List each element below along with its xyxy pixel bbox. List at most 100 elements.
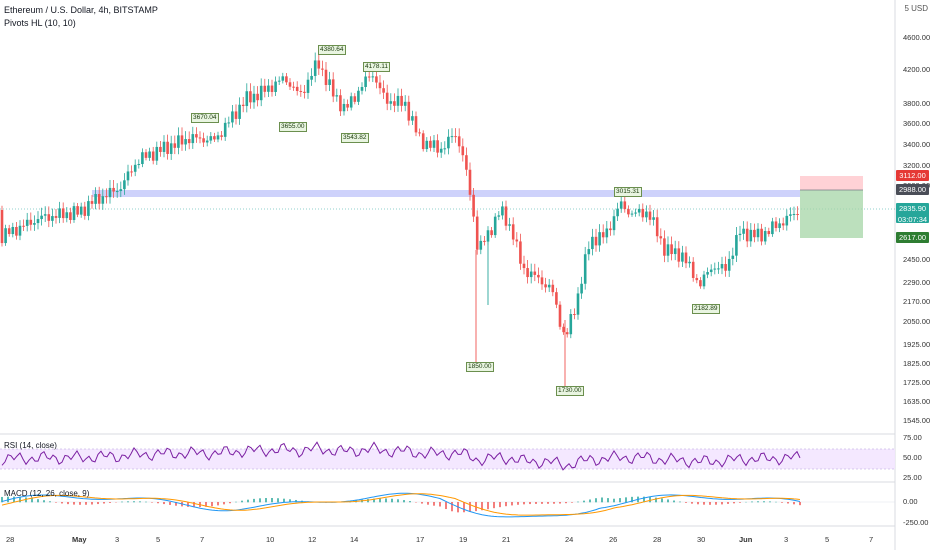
time-tick: 19 (459, 535, 468, 544)
candle-body (483, 240, 486, 242)
candle-body (781, 223, 785, 226)
candle-body (112, 187, 115, 192)
candle-body (479, 240, 483, 250)
candle-body (367, 76, 371, 78)
candle-body (65, 212, 69, 219)
candle-body (515, 239, 519, 242)
candle-body (33, 223, 36, 225)
price-tick: 2290.00 (903, 278, 931, 287)
macd-histogram-bar (151, 502, 153, 503)
candle-body (670, 244, 673, 255)
macd-histogram-bar (685, 502, 687, 503)
candle-body (573, 314, 576, 316)
candle-body (151, 151, 155, 161)
candle-body (529, 271, 533, 278)
macd-histogram-bar (667, 499, 669, 503)
entry-price-tag: 2988.00 (896, 184, 929, 195)
candle-body (249, 91, 252, 103)
macd-histogram-bar (391, 498, 393, 503)
candle-body (40, 215, 43, 220)
candle-body (720, 264, 724, 269)
macd-histogram-bar (697, 502, 699, 505)
macd-histogram-bar (67, 502, 69, 505)
macd-line (1, 492, 801, 518)
candle-body (7, 228, 11, 235)
candle-body (306, 79, 310, 93)
time-tick: Jun (739, 535, 753, 544)
currency-label[interactable]: 5 USD (904, 4, 928, 13)
candle-body (411, 116, 414, 121)
macd-histogram-bar (427, 502, 429, 505)
rsi-tick: 50.00 (903, 453, 922, 462)
candle-body (335, 95, 339, 97)
candle-body (533, 271, 537, 275)
rsi-title[interactable]: RSI (14, close) (4, 441, 57, 450)
candle-body (695, 277, 699, 281)
candle-body (475, 216, 479, 250)
macd-title[interactable]: MACD (12, 26, close, 9) (4, 489, 90, 498)
macd-histogram-bar (1, 496, 3, 503)
candle-body (490, 230, 493, 236)
candle-body (321, 68, 324, 70)
candle-body (216, 135, 220, 140)
candle-body (655, 217, 659, 237)
macd-histogram-bar (403, 500, 405, 503)
candle-body (709, 269, 713, 273)
candle-body (331, 79, 335, 97)
rsi-tick: 25.00 (903, 473, 922, 482)
macd-histogram-bar (277, 498, 279, 503)
price-tick: 3600.00 (903, 119, 931, 128)
pivot-label: 1730.00 (556, 386, 584, 396)
candle-body (403, 101, 407, 106)
candle-body (684, 252, 688, 264)
symbol-title[interactable]: Ethereum / U.S. Dollar, 4h, BITSTAMP (4, 5, 158, 15)
candle-body (645, 211, 648, 218)
candle-body (274, 81, 277, 92)
candle-body (555, 292, 558, 305)
candle-body (364, 76, 367, 88)
indicator-title[interactable]: Pivots HL (10, 10) (4, 18, 76, 28)
macd-histogram-bar (13, 496, 15, 503)
candle-body (54, 216, 58, 218)
candle-body (148, 151, 151, 158)
macd-histogram-bar (103, 502, 105, 504)
price-tick: 3200.00 (903, 161, 931, 170)
candle-body (79, 206, 83, 215)
macd-histogram-bar (631, 496, 633, 503)
candle-body (753, 229, 756, 238)
candle-body (511, 224, 515, 240)
candle-body (677, 248, 681, 262)
macd-histogram-bar (613, 498, 615, 503)
candle-body (443, 148, 447, 150)
candle-body (691, 261, 695, 278)
candle-body (641, 208, 645, 218)
macd-histogram-bar (535, 502, 537, 504)
candle-body (724, 264, 727, 271)
candle-body (72, 206, 76, 220)
candle-body (288, 82, 292, 87)
candle-body (277, 80, 281, 82)
candle-body (738, 233, 742, 236)
candle-body (576, 293, 580, 315)
candle-body (4, 228, 7, 244)
candle-body (256, 93, 259, 101)
candle-body (501, 206, 504, 216)
candle-body (83, 206, 87, 216)
macd-histogram-bar (433, 502, 435, 506)
candle-body (652, 217, 655, 220)
candle-body (47, 214, 51, 221)
candle-body (353, 96, 357, 102)
macd-histogram-bar (559, 502, 561, 504)
macd-histogram-bar (661, 498, 663, 503)
candle-body (468, 169, 472, 195)
macd-histogram-bar (259, 498, 261, 503)
candle-body (522, 263, 526, 269)
candle-body (184, 139, 187, 145)
candle-body (731, 255, 735, 259)
last-price-tag: 2835.90 03:07:34 (896, 203, 929, 224)
macd-histogram-bar (799, 502, 801, 506)
price-tick: 2050.00 (903, 317, 931, 326)
macd-histogram-bar (793, 502, 795, 505)
candle-body (400, 95, 403, 106)
